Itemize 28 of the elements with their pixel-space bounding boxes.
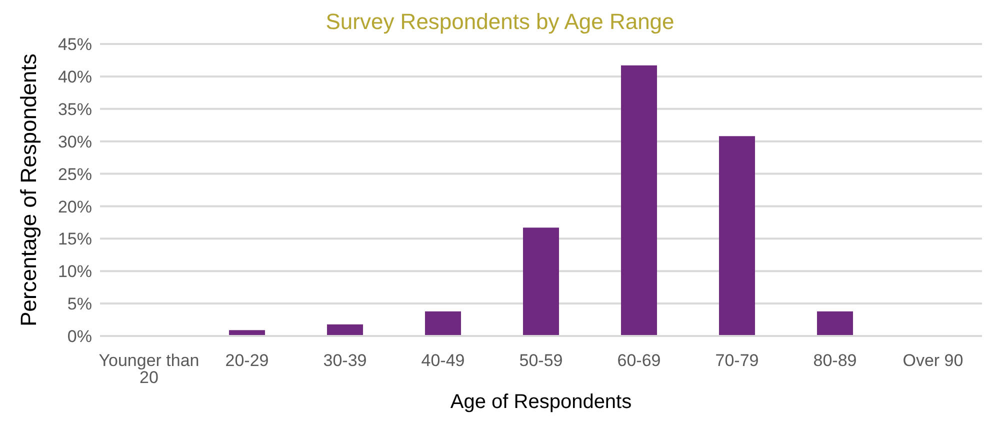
- y-tick-label: 20%: [58, 197, 92, 216]
- x-axis-title: Age of Respondents: [450, 391, 632, 414]
- y-tick-label: 35%: [58, 100, 92, 119]
- x-tick-label: 50-59: [519, 351, 563, 370]
- x-tick-label: 40-49: [421, 351, 465, 370]
- y-tick-label: 0%: [67, 327, 92, 346]
- x-tick-label: 60-69: [617, 351, 661, 370]
- y-tick-label: 30%: [58, 132, 92, 152]
- y-tick-label: 15%: [58, 230, 92, 249]
- x-tick-label: 80-89: [813, 351, 857, 370]
- bar: [425, 311, 461, 336]
- x-tick-label: 20-29: [225, 351, 269, 370]
- x-tick-label: Younger than 20: [98, 351, 200, 388]
- x-tick-label: Over 90: [902, 351, 964, 370]
- bar: [327, 324, 363, 336]
- bar: [523, 228, 559, 336]
- bar: [621, 65, 657, 336]
- y-tick-label: 5%: [67, 294, 92, 314]
- y-tick-label: 45%: [58, 35, 92, 54]
- y-tick-label: 10%: [58, 262, 92, 282]
- chart-title: Survey Respondents by Age Range: [324, 8, 676, 36]
- y-tick-label: 25%: [58, 164, 92, 184]
- y-tick-label: 40%: [58, 67, 92, 86]
- bar: [817, 311, 853, 336]
- bar: [719, 136, 755, 336]
- y-axis-title: Percentage of Respondents: [16, 54, 41, 326]
- x-tick-label: 70-79: [715, 351, 759, 370]
- x-tick-label: 30-39: [323, 351, 367, 370]
